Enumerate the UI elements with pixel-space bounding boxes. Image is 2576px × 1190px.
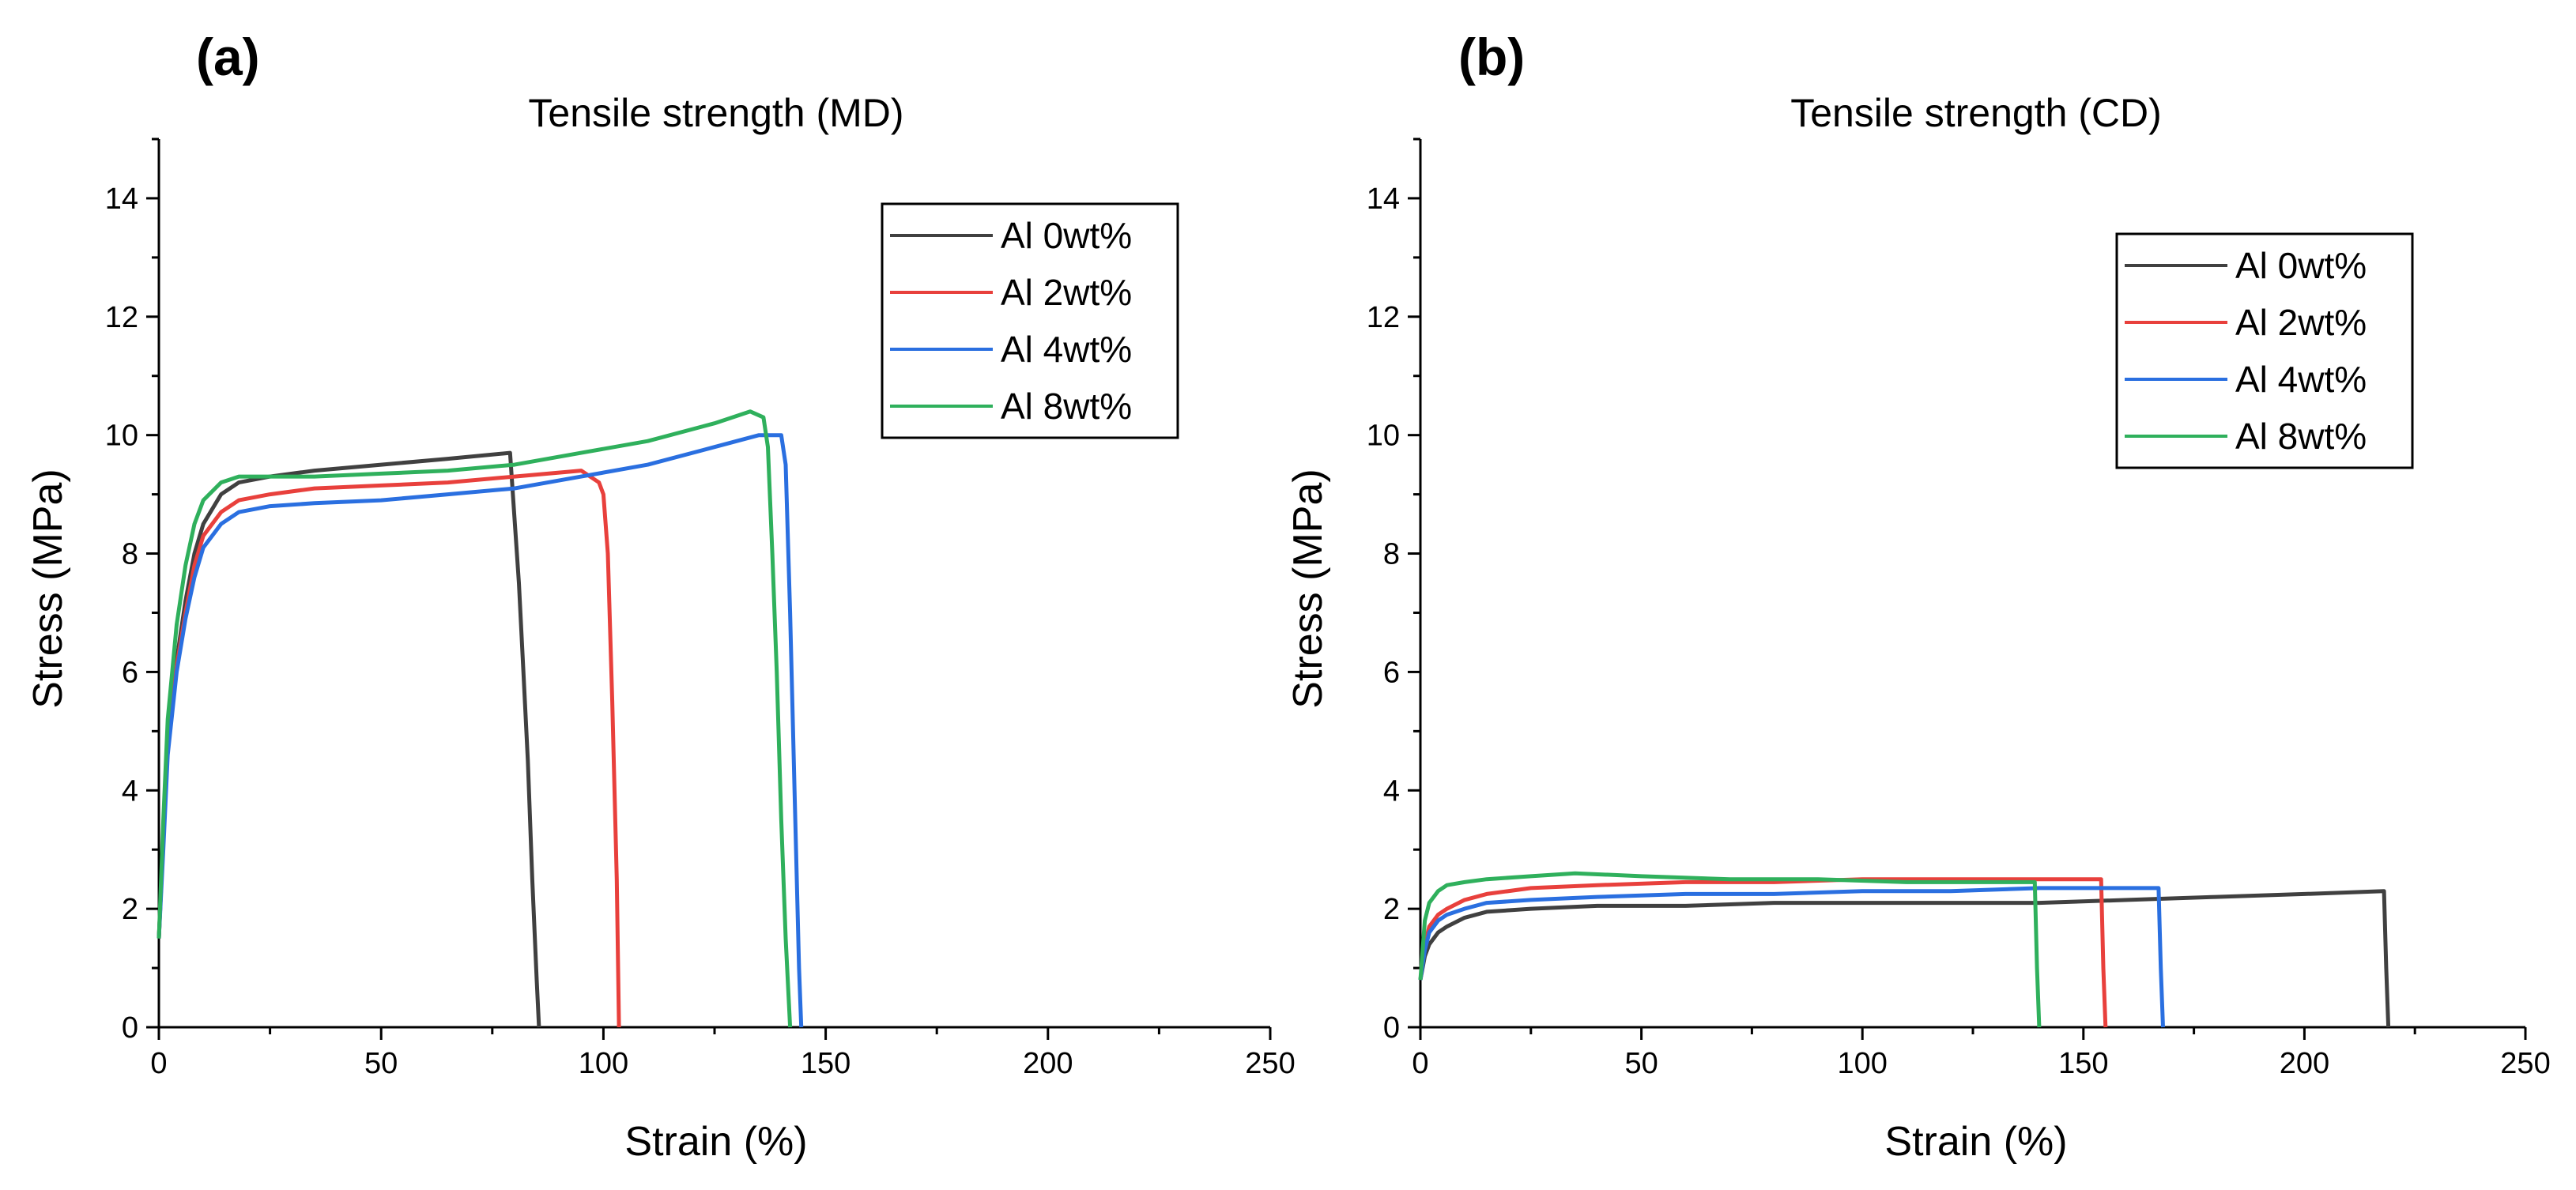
- panel-a-legend-label-al-2wt: Al 2wt%: [1001, 272, 1132, 313]
- panel-b-legend-label-al-2wt: Al 2wt%: [2235, 302, 2367, 343]
- panel-a-y-tick-label: 2: [122, 893, 138, 926]
- panel-a-y-tick-label: 0: [122, 1011, 138, 1045]
- panel-b-y-tick-label: 12: [1367, 301, 1400, 334]
- panel-b-x-tick-label: 200: [2280, 1047, 2329, 1080]
- panel-b-x-tick-label: 50: [1624, 1047, 1658, 1080]
- panel-a-legend-box: [881, 202, 1179, 439]
- panel-a-title: Tensile strength (MD): [528, 91, 903, 135]
- panel-b-series-al-2wt: [1418, 877, 2108, 1028]
- panel-a-legend-label-al-0wt: Al 0wt%: [1001, 215, 1132, 256]
- panel-b-y-tick-label: 2: [1383, 893, 1400, 926]
- panel-a-legend: Al 0wt% Al 2wt% Al 4wt% Al 8wt%: [881, 202, 1179, 439]
- panel-a-series-al-2wt: [157, 469, 621, 1028]
- panel-b-y-tick-label: 4: [1383, 774, 1400, 808]
- panel-a-legend-label-al-4wt: Al 4wt%: [1001, 329, 1132, 370]
- panel-a-x-tick-label: 250: [1245, 1047, 1295, 1080]
- panel-a-x-tick-label: 150: [801, 1047, 850, 1080]
- panel-b-y-tick-label: 6: [1383, 656, 1400, 689]
- panel-a-series-al-4wt: [157, 433, 804, 1028]
- panel-b-legend-label-al-4wt: Al 4wt%: [2235, 359, 2367, 400]
- panel-b-x-axis-label: Strain (%): [1884, 1119, 2067, 1165]
- panel-b-title: Tensile strength (CD): [1790, 91, 2162, 135]
- panel-a-y-axis-label: Stress (MPa): [25, 469, 71, 708]
- panel-a-series-al-8wt: [157, 409, 793, 1028]
- panel-b-y-tick-label: 14: [1367, 183, 1400, 216]
- panel-a-x-tick-label: 200: [1023, 1047, 1073, 1080]
- panel-b-legend-label-al-0wt: Al 0wt%: [2235, 245, 2367, 286]
- panel-b-x-tick-label: 150: [2058, 1047, 2108, 1080]
- panel-b-x-tick-label: 0: [1412, 1047, 1428, 1080]
- panel-a-plot-area: 0 50 100 150 200 250 0 2 4 6 8 10 12 14: [105, 137, 1296, 1080]
- panel-b-legend-label-al-8wt: Al 8wt%: [2235, 416, 2367, 457]
- panel-a-y-tick-label: 8: [122, 538, 138, 571]
- panel-b-y-tick-label: 8: [1383, 538, 1400, 571]
- panel-b-legend: Al 0wt% Al 2wt% Al 4wt% Al 8wt%: [2115, 232, 2414, 469]
- panel-b-series-al-0wt: [1418, 889, 2391, 1028]
- panel-b-plot-area: 0 50 100 150 200 250 0 2 4 6 8 10 12 14: [1367, 137, 2551, 1080]
- panel-a-x-axis-label: Strain (%): [624, 1119, 807, 1165]
- panel-a-y-tick-label: 6: [122, 656, 138, 689]
- panel-a-label: (a): [196, 28, 260, 86]
- panel-b-y-tick-label: 0: [1383, 1011, 1400, 1045]
- panel-b-y-tick-label: 10: [1367, 420, 1400, 453]
- panel-a-legend-label-al-8wt: Al 8wt%: [1001, 386, 1132, 427]
- panel-b-x-tick-label: 250: [2500, 1047, 2550, 1080]
- panel-a: (a) Tensile strength (MD) Strain (%) Str…: [25, 28, 1296, 1165]
- panel-a-y-tick-label: 4: [122, 774, 138, 808]
- panel-b: (b) Tensile strength (CD) Strain (%) Str…: [1285, 28, 2551, 1165]
- panel-b-series-al-8wt: [1418, 871, 2042, 1028]
- panel-a-x-tick-label: 100: [579, 1047, 628, 1080]
- panel-b-series-al-4wt: [1418, 886, 2165, 1028]
- panel-b-y-axis-label: Stress (MPa): [1285, 469, 1331, 708]
- panel-a-y-tick-label: 12: [105, 301, 138, 334]
- panel-a-y-tick-label: 10: [105, 420, 138, 453]
- panel-a-x-tick-label: 0: [150, 1047, 167, 1080]
- panel-b-label: (b): [1458, 28, 1525, 86]
- panel-b-legend-box: [2115, 232, 2414, 469]
- panel-a-x-tick-label: 50: [364, 1047, 398, 1080]
- panel-a-y-tick-label: 14: [105, 183, 138, 216]
- panel-b-x-tick-label: 100: [1837, 1047, 1887, 1080]
- panel-a-series-al-0wt: [157, 450, 541, 1028]
